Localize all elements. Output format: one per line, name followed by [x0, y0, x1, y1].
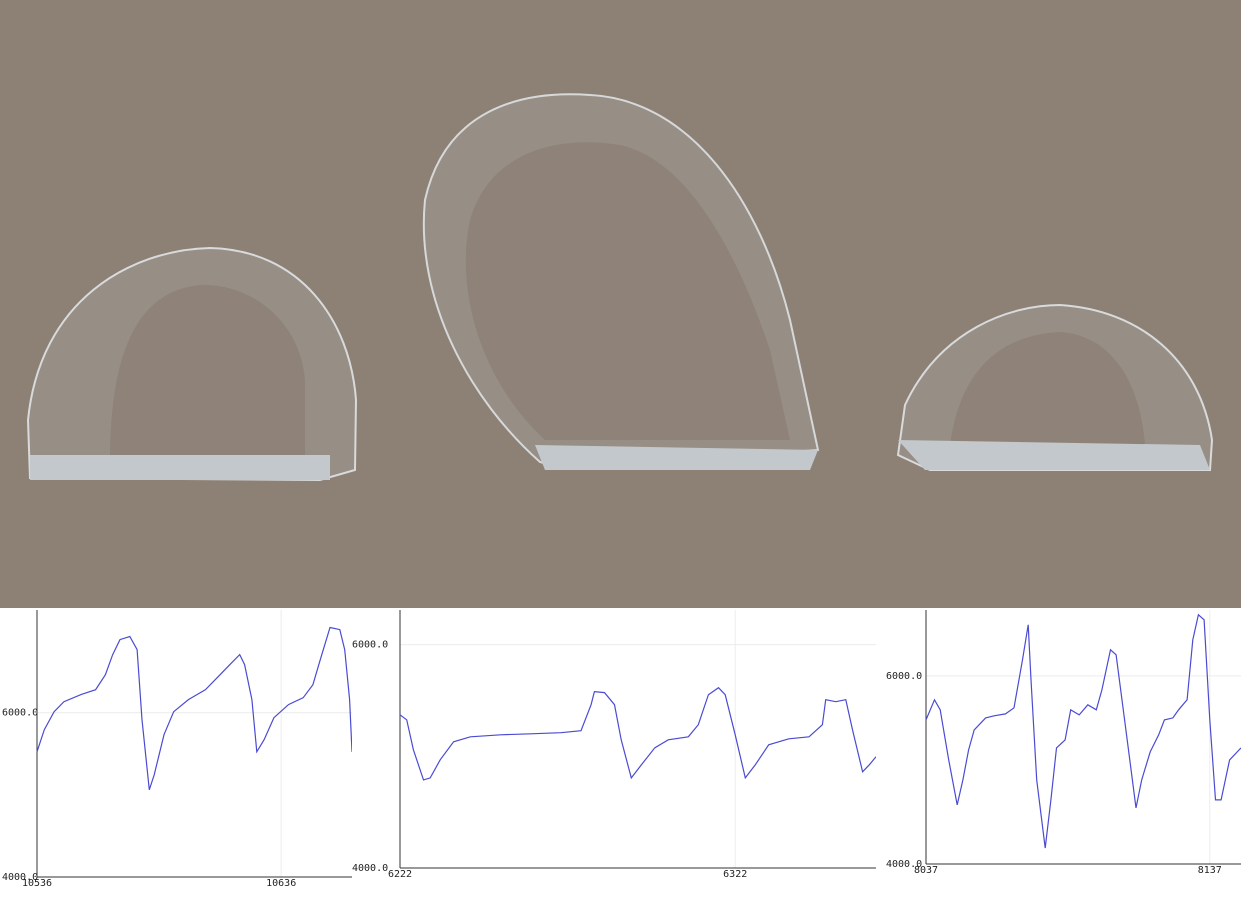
chart-background	[352, 608, 876, 898]
chart-background	[0, 608, 352, 898]
chart: 4000.0 6000.0 6222 6322	[352, 608, 877, 898]
arch-inner-right	[950, 332, 1145, 445]
arch-base-right	[898, 440, 1210, 470]
data-line	[399, 686, 877, 781]
chart-background	[876, 608, 1241, 898]
data-line	[925, 613, 1241, 849]
x-tick-label: 10636	[266, 878, 296, 889]
y-tick-label: 4000.0	[2, 872, 38, 883]
y-tick-label: 4000.0	[886, 859, 922, 870]
y-tick-label: 6000.0	[352, 640, 388, 651]
y-tick-label: 4000.0	[352, 863, 388, 874]
x-tick-label: 6322	[723, 869, 747, 880]
drop-base-middle	[535, 445, 818, 470]
drop-inner-middle	[465, 142, 790, 440]
y-tick-label: 6000.0	[2, 708, 38, 719]
x-tick-label: 10536	[22, 878, 52, 889]
arch-base-left	[30, 455, 330, 480]
x-tick-label: 8037	[914, 865, 938, 876]
x-tick-label: 6222	[388, 869, 412, 880]
y-tick-label: 6000.0	[886, 671, 922, 682]
chart: 4000.0 6000.0 8037 8137	[876, 608, 1241, 898]
chart: 4000.0 6000.0 10536 10636	[0, 608, 353, 898]
arch-inner-left	[110, 284, 305, 460]
data-line	[36, 626, 353, 790]
photo	[0, 0, 1241, 608]
x-tick-label: 8137	[1198, 865, 1222, 876]
